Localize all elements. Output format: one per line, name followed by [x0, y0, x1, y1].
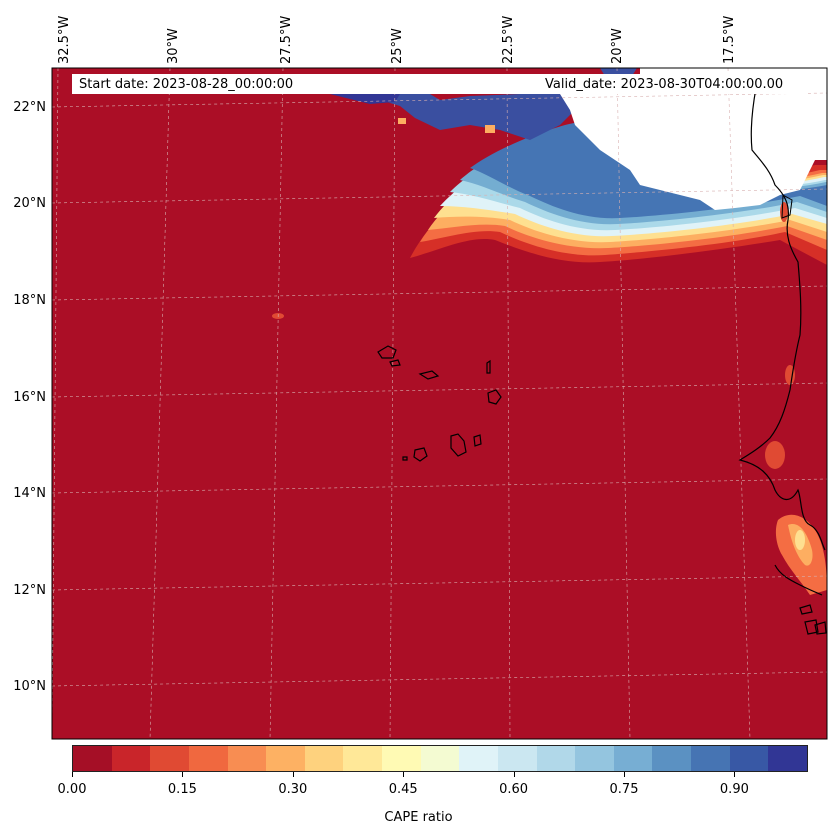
lat-label: 20°N [13, 196, 46, 211]
colorbar-swatches [72, 745, 808, 772]
lon-label: 32.5°W [57, 16, 72, 64]
lat-label: 16°N [13, 390, 46, 405]
colorbar-swatch [227, 746, 267, 771]
lon-label: 17.5°W [722, 16, 737, 64]
colorbar-tick-label: 0.30 [278, 782, 308, 797]
colorbar-tick-label: 0.90 [719, 782, 749, 797]
lat-label: 18°N [13, 293, 46, 308]
valid-date-label: Valid_date: 2023-08-30T04:00:00.00 [545, 77, 784, 92]
coastlines [377, 87, 827, 635]
colorbar-swatch [575, 746, 614, 771]
colorbar-swatch [111, 746, 151, 771]
colorbar-swatch [613, 746, 653, 771]
colorbar-swatch [768, 746, 807, 771]
lon-label: 27.5°W [279, 16, 294, 64]
colorbar-tick-mark [734, 772, 736, 777]
colorbar-swatch [420, 746, 460, 771]
colorbar [72, 745, 808, 772]
colorbar-tick-label: 0.00 [57, 782, 87, 797]
colorbar-tick-label: 0.75 [609, 782, 639, 797]
colorbar-tick-mark [292, 772, 294, 777]
graticule [52, 68, 827, 739]
colorbar-tick-label: 0.15 [167, 782, 197, 797]
colorbar-swatch [497, 746, 537, 771]
colorbar-label: CAPE ratio [384, 810, 453, 825]
colorbar-tick-mark [72, 772, 73, 777]
colorbar-swatch [73, 746, 112, 771]
colorbar-tick-label: 0.60 [499, 782, 529, 797]
lat-label: 14°N [13, 486, 46, 501]
latitude-labels: 22°N 20°N 18°N 16°N 14°N 12°N 10°N [13, 100, 46, 694]
colorbar-swatch [188, 746, 228, 771]
colorbar-swatch [459, 746, 498, 771]
lat-label: 22°N [13, 100, 46, 115]
colorbar-tick-mark [182, 772, 184, 777]
colorbar-tick-label: 0.45 [388, 782, 418, 797]
colorbar-tick-mark [624, 772, 625, 777]
colorbar-swatch [652, 746, 691, 771]
lat-label: 10°N [13, 679, 46, 694]
colorbar-swatch [691, 746, 730, 771]
land-mask [560, 68, 827, 210]
header-box [72, 74, 808, 94]
start-date-label: Start date: 2023-08-28_00:00:00 [79, 77, 294, 92]
colorbar-swatch [536, 746, 576, 771]
colorbar-swatch [266, 746, 305, 771]
lon-label: 30°W [166, 28, 181, 64]
colorbar-swatch [382, 746, 421, 771]
longitude-labels: 32.5°W 30°W 27.5°W 25°W 22.5°W 20°W 17.5… [57, 16, 737, 64]
lon-label: 25°W [390, 28, 405, 64]
colorbar-tick-mark [403, 772, 405, 777]
colorbar-swatch [729, 746, 769, 771]
colorbar-swatch [343, 746, 382, 771]
colorbar-swatch [150, 746, 189, 771]
lon-label: 22.5°W [501, 16, 516, 64]
lon-label: 20°W [610, 28, 625, 64]
plot-frame [51, 67, 828, 740]
colorbar-swatch [304, 746, 344, 771]
colorbar-tick-mark [513, 772, 515, 777]
lat-label: 12°N [13, 583, 46, 598]
